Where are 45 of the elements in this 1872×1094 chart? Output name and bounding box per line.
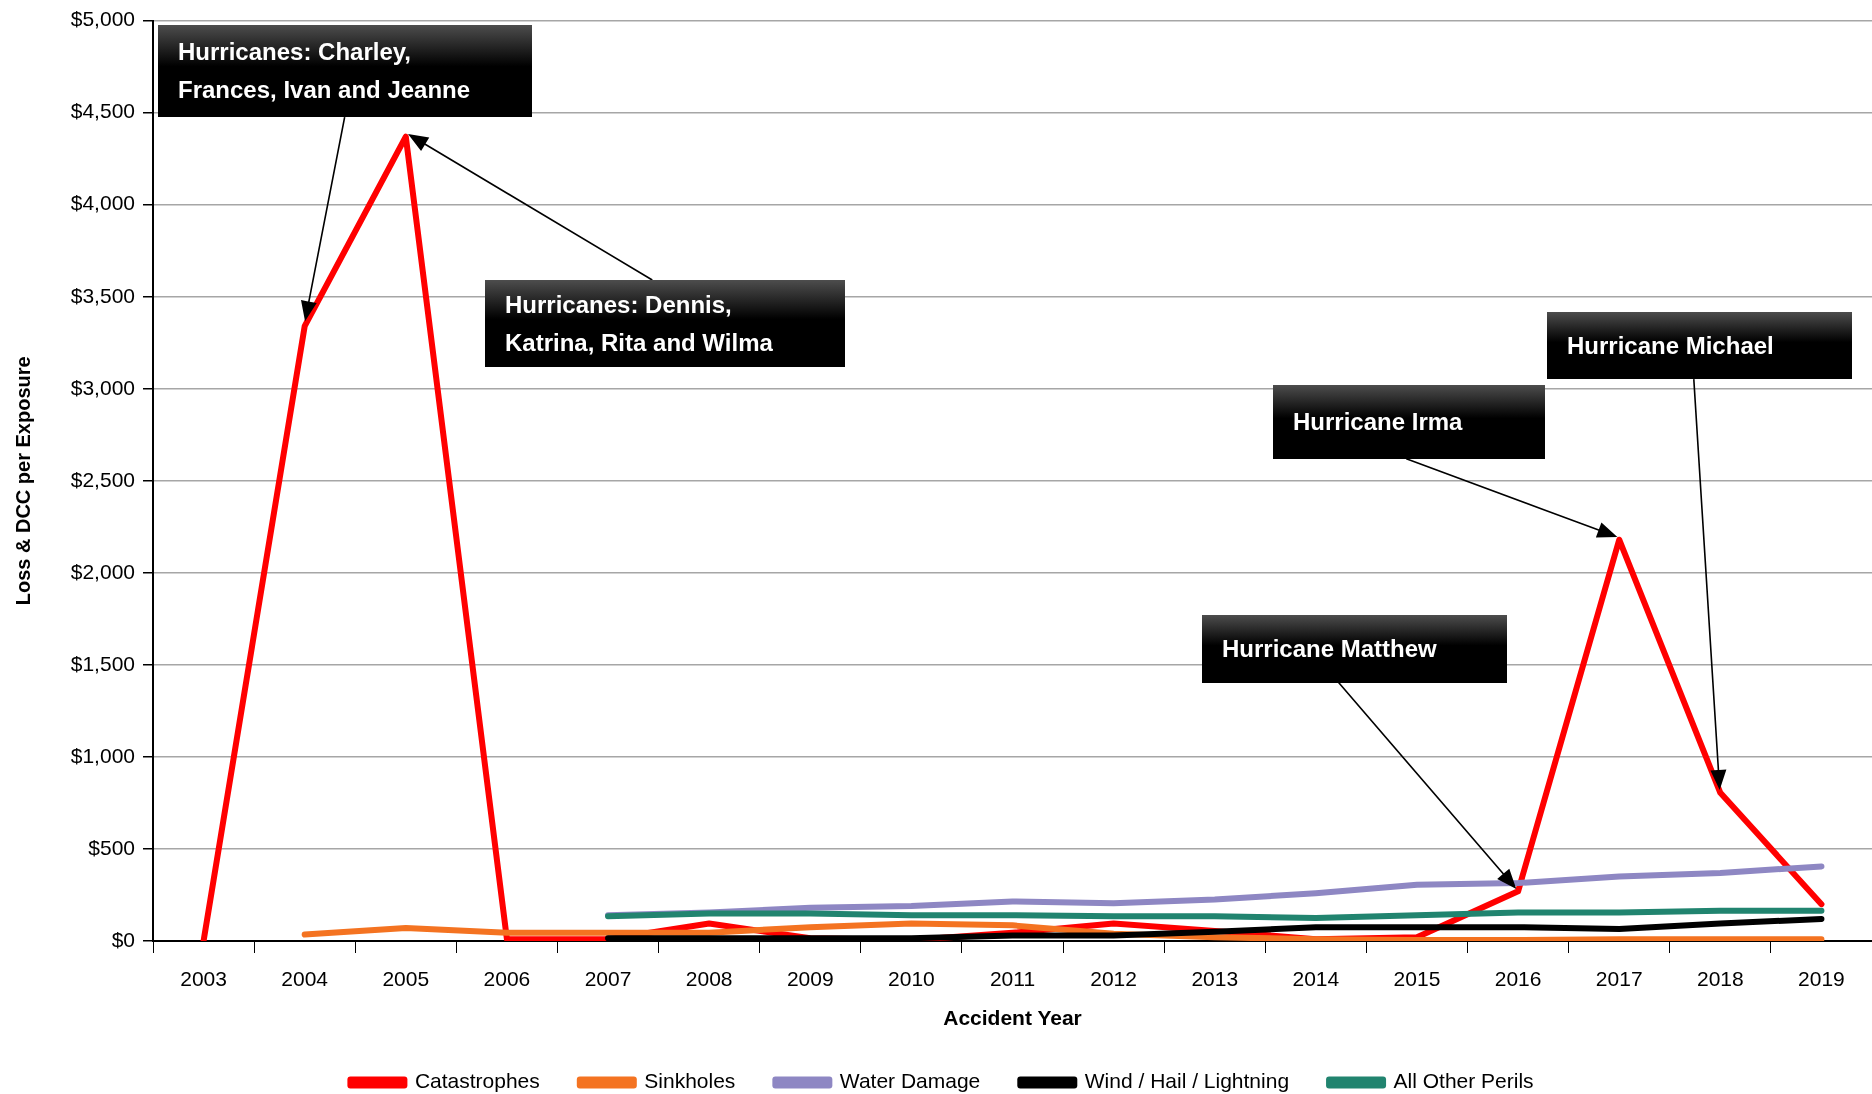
callout-box: Hurricane Matthew [1202,615,1507,683]
legend-label: Catastrophes [414,1069,540,1093]
y-tick-label: $0 [111,927,135,951]
y-tick-label: $3,000 [70,375,135,399]
y-tick-label: $3,500 [70,283,135,307]
legend-label: All Other Perils [1393,1069,1534,1093]
y-tick-label: $500 [88,835,135,859]
x-tick-label: 2005 [382,967,430,991]
y-tick-label: $4,500 [70,99,135,123]
x-tick-label: 2007 [584,967,632,991]
annotation: Hurricane Matthew [1222,634,1437,664]
y-axis-title: Loss & DCC per Exposure [11,356,34,606]
annotation: Hurricanes: Charley, Frances, Ivan and Jeanne [178,37,472,105]
x-tick-label: 2016 [1494,967,1542,991]
x-tick-label: 2003 [180,967,227,991]
y-tick-label: $2,000 [70,559,135,583]
x-tick-label: 2013 [1191,967,1239,991]
y-tick-label: $1,500 [70,651,135,675]
annotation: Hurricane Irma [1293,407,1463,437]
x-tick-label: 2017 [1595,967,1643,991]
y-tick-label: $1,000 [70,743,135,767]
x-tick-label: 2010 [888,967,935,991]
annotation: Hurricanes: Dennis, Katrina, Rita and Wilma [505,289,774,358]
x-tick-label: 2018 [1696,967,1744,991]
legend-label: Wind / Hail / Lightning [1084,1069,1290,1093]
legend-label: Water Damage [839,1069,981,1093]
x-tick-label: 2015 [1393,967,1441,991]
x-tick-label: 2006 [483,967,531,991]
x-tick-label: 2012 [1090,967,1137,991]
callout-box: Hurricane Michael [1547,312,1852,379]
annotation: Hurricane Michael [1567,330,1774,361]
y-tick-label: $5,000 [70,7,135,31]
y-tick-label: $4,000 [70,191,135,215]
callout-box: Hurricanes: Dennis, Katrina, Rita and Wilma [485,280,845,367]
x-tick-label: 2014 [1292,967,1340,991]
x-tick-label: 2008 [685,967,733,991]
callout-box: Hurricane Irma [1273,385,1545,459]
x-tick-label: 2009 [786,967,834,991]
x-tick-label: 2019 [1798,967,1845,991]
x-tick-label: 2011 [989,967,1036,991]
y-tick-label: $2,500 [70,467,135,491]
legend-label: Sinkholes [644,1069,736,1093]
x-axis-title: Accident Year [943,1006,1082,1030]
x-tick-label: 2004 [281,967,329,991]
callout-box: Hurricanes: Charley, Frances, Ivan and Jeanne [158,25,532,117]
